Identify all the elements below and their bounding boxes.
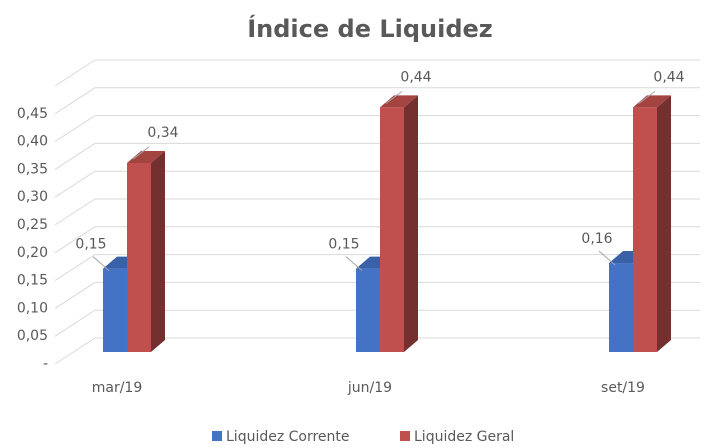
bar-front bbox=[103, 268, 127, 352]
grid-line bbox=[54, 198, 700, 226]
bar-front bbox=[380, 107, 404, 352]
y-tick-label: 0,45 bbox=[17, 106, 48, 122]
leader-line bbox=[92, 256, 110, 271]
x-tick-label: jun/19 bbox=[347, 380, 392, 396]
grid-line bbox=[54, 59, 700, 87]
y-tick-label: 0,30 bbox=[17, 189, 48, 205]
y-tick-label: 0,20 bbox=[17, 245, 48, 261]
legend-swatch bbox=[212, 431, 222, 441]
y-tick-label: 0,05 bbox=[17, 328, 48, 344]
bar bbox=[380, 95, 418, 353]
bar-front bbox=[633, 107, 657, 352]
grid-line bbox=[54, 142, 700, 170]
data-label: 0,34 bbox=[147, 125, 178, 141]
data-label: 0,44 bbox=[400, 69, 431, 85]
bar-front bbox=[609, 263, 633, 352]
grid-line bbox=[54, 87, 700, 115]
y-tick-label: 0,25 bbox=[17, 217, 48, 233]
leader-line bbox=[132, 146, 150, 160]
leader-line bbox=[385, 90, 403, 104]
leader-line bbox=[638, 90, 656, 104]
data-label: 0,15 bbox=[75, 237, 106, 253]
grid-line bbox=[54, 337, 700, 365]
data-label: 0,15 bbox=[328, 237, 359, 253]
data-label: 0,44 bbox=[653, 69, 684, 85]
y-tick-label: 0,10 bbox=[17, 300, 48, 316]
grid-line bbox=[54, 281, 700, 309]
bar-front bbox=[356, 268, 380, 352]
grid-line bbox=[54, 309, 700, 337]
bar-side bbox=[151, 150, 165, 352]
bar-front bbox=[127, 162, 151, 352]
bar-top bbox=[380, 95, 418, 108]
grid-line bbox=[54, 254, 700, 282]
y-tick-label: - bbox=[43, 356, 48, 372]
x-tick-label: mar/19 bbox=[92, 380, 143, 396]
bar-top bbox=[633, 95, 671, 108]
grid-line bbox=[54, 226, 700, 254]
bar-side bbox=[404, 95, 418, 353]
grid-line bbox=[54, 170, 700, 198]
bar-top bbox=[127, 150, 165, 163]
data-label: 0,16 bbox=[581, 231, 612, 247]
bar bbox=[127, 150, 165, 352]
legend-swatch bbox=[400, 431, 410, 441]
y-tick-label: 0,40 bbox=[17, 134, 48, 150]
chart-title: Índice de Liquidez bbox=[247, 14, 493, 43]
legend-label: Liquidez Geral bbox=[414, 429, 514, 445]
y-tick-label: 0,15 bbox=[17, 273, 48, 289]
leader-line bbox=[345, 256, 363, 271]
bar-side bbox=[657, 95, 671, 353]
leader-line bbox=[598, 250, 616, 266]
legend-label: Liquidez Corrente bbox=[226, 429, 350, 445]
x-tick-label: set/19 bbox=[601, 380, 645, 396]
y-tick-label: 0,35 bbox=[17, 161, 48, 177]
grid-line bbox=[54, 115, 700, 143]
bar bbox=[633, 95, 671, 353]
